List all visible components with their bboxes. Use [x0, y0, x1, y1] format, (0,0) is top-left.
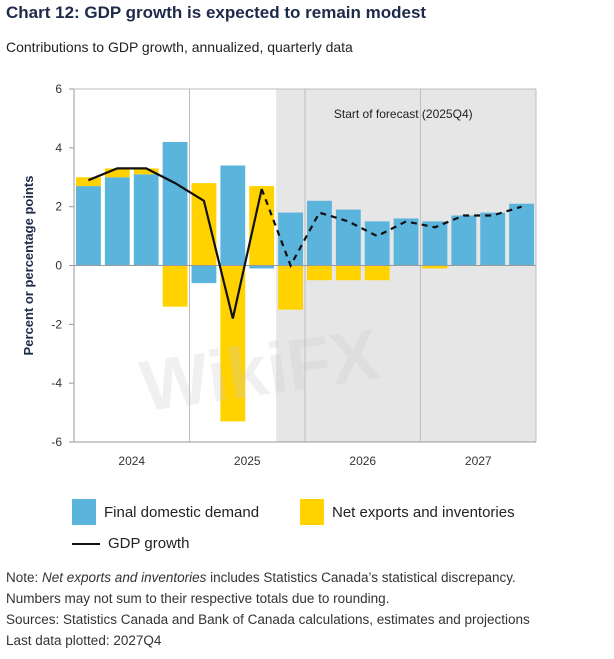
note-prefix: Note:: [6, 570, 43, 585]
y-axis-title: Percent or percentage points: [21, 176, 36, 356]
y-tick-label: -6: [51, 435, 62, 449]
bar-final-domestic-demand: [364, 221, 390, 266]
bar-final-domestic-demand: [104, 177, 130, 266]
note-suffix: includes Statistics Canada’s statistical…: [206, 570, 516, 585]
bar-net-exports: [220, 265, 246, 422]
y-tick-label: -4: [51, 376, 62, 390]
bar-net-exports: [104, 168, 130, 178]
note-line-2: Numbers may not sum to their respective …: [6, 591, 390, 606]
gdp-line-historical: [87, 167, 263, 319]
legend-net-exports: Net exports and inventories: [300, 499, 515, 525]
bar-net-exports: [364, 265, 390, 281]
bar-net-exports: [162, 265, 188, 307]
legend-label-net-exports: Net exports and inventories: [332, 503, 515, 521]
y-tick-label: 2: [55, 200, 62, 214]
y-tick-label: -2: [51, 317, 62, 331]
y-tick-label: 0: [55, 259, 62, 273]
note-line-1: Note: Net exports and inventories includ…: [6, 567, 530, 588]
chart-title: Chart 12: GDP growth is expected to rema…: [6, 3, 427, 22]
legend-line-black: [72, 542, 100, 545]
bar-net-exports: [76, 177, 101, 187]
legend-label-gdp-growth: GDP growth: [108, 535, 190, 552]
legend-final-domestic-demand: Final domestic demand: [72, 499, 259, 525]
note-sources: Sources: Statistics Canada and Bank of C…: [6, 612, 530, 627]
bar-net-exports: [422, 265, 448, 269]
bar-final-domestic-demand: [509, 203, 534, 266]
y-tick-label: 4: [55, 141, 62, 155]
gdp-line-forecast: [260, 188, 522, 269]
bar-final-domestic-demand: [133, 174, 159, 266]
bar-final-domestic-demand: [191, 265, 217, 284]
bar-final-domestic-demand: [335, 209, 361, 266]
x-year-label: 2026: [349, 454, 376, 468]
x-year-label: 2024: [118, 454, 145, 468]
gdp-chart: 6 4 2 0 -2 -4 -6 Percent or percentage points 20…: [21, 82, 537, 468]
bar-net-exports: [133, 168, 159, 175]
bar-final-domestic-demand: [220, 165, 246, 266]
legend-label-final-domestic-demand: Final domestic demand: [104, 503, 260, 521]
x-year-label: 2027: [465, 454, 492, 468]
note-last-data: Last data plotted: 2027Q4: [6, 633, 162, 648]
bar-net-exports: [278, 265, 303, 310]
legend-swatch-yellow: [300, 499, 324, 525]
bar-net-exports: [335, 265, 361, 281]
x-year-label: 2025: [234, 454, 261, 468]
bar-final-domestic-demand: [76, 186, 101, 266]
bar-net-exports: [307, 265, 332, 281]
bar-final-domestic-demand: [307, 200, 332, 266]
chart-notes: Note: Net exports and inventories includ…: [6, 567, 530, 651]
note-italic: Net exports and inventories: [42, 570, 207, 585]
bar-final-domestic-demand: [393, 218, 419, 266]
legend-gdp-growth: GDP growth: [72, 535, 189, 552]
bar-final-domestic-demand: [422, 221, 448, 266]
legend-swatch-blue: [72, 499, 96, 525]
bar-final-domestic-demand: [249, 265, 275, 269]
chart-subtitle: Contributions to GDP growth, annualized,…: [6, 39, 353, 55]
bar-final-domestic-demand: [480, 212, 506, 266]
y-tick-label: 6: [55, 82, 62, 96]
bar-final-domestic-demand: [451, 215, 477, 266]
bar-final-domestic-demand: [278, 212, 303, 266]
forecast-label: Start of forecast (2025Q4): [334, 107, 473, 121]
bar-final-domestic-demand: [162, 141, 188, 266]
